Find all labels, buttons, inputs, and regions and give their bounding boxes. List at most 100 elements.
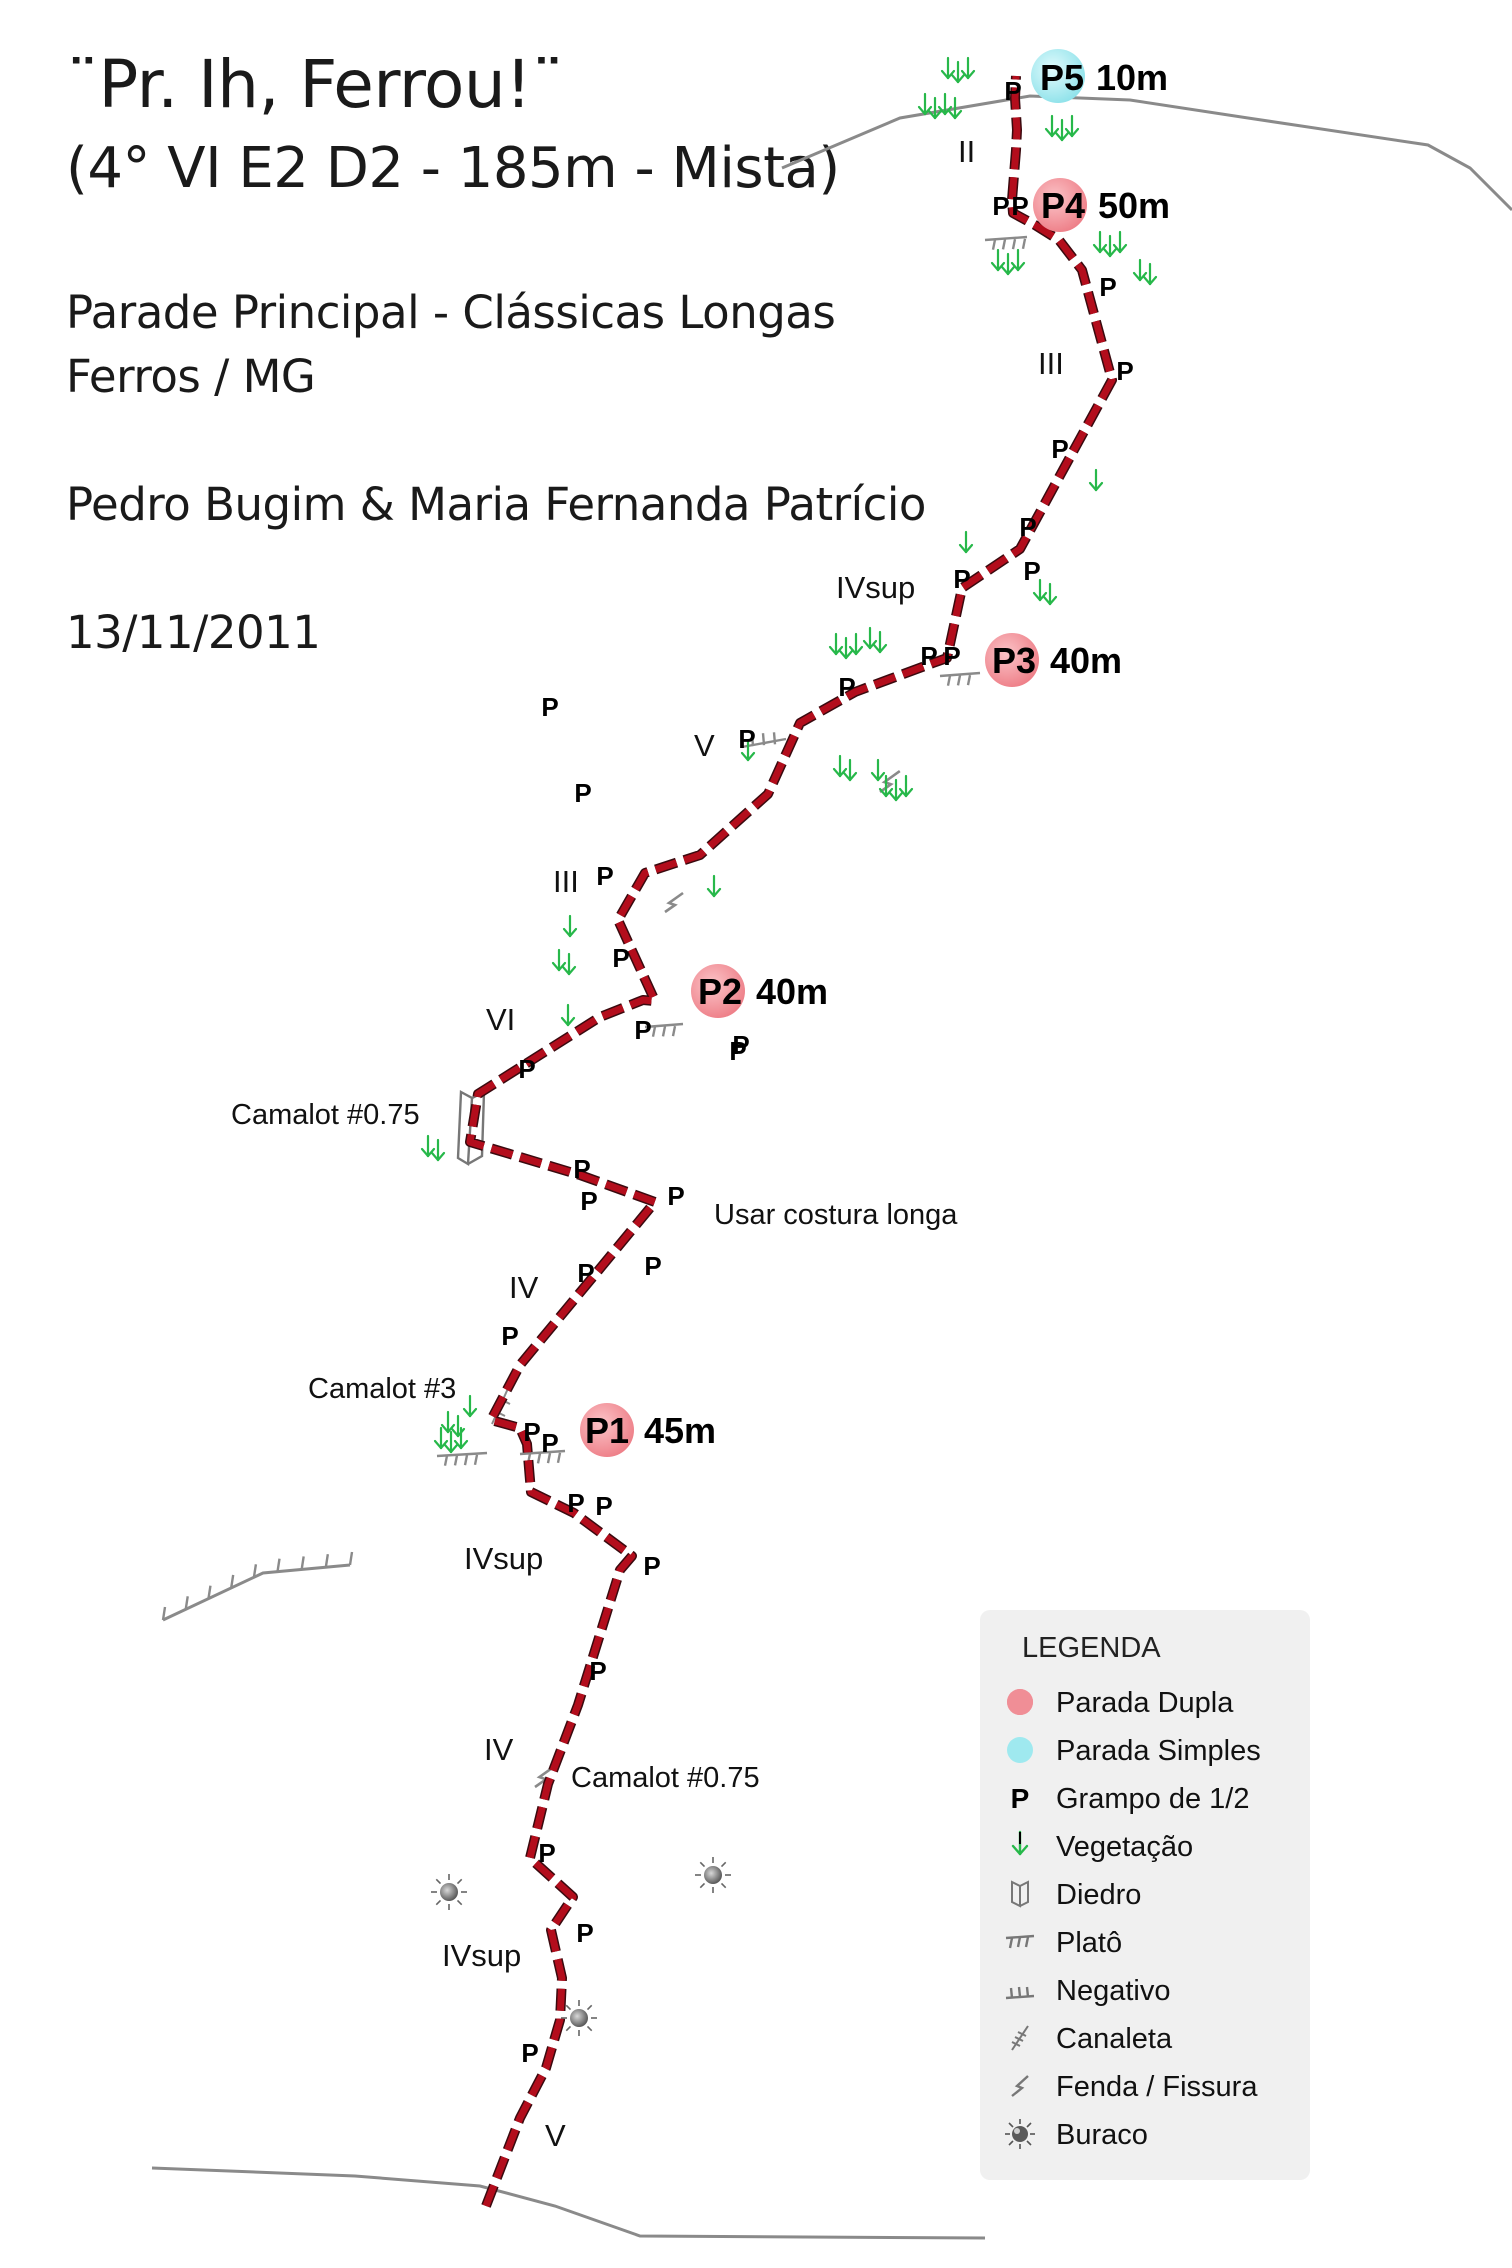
vegetation-icon	[878, 774, 914, 802]
note-camalot-075-lower: Camalot #0.75	[571, 1762, 760, 1794]
legend-label: Diedro	[1056, 1879, 1142, 1911]
bolt-icon: P	[729, 1036, 746, 1066]
bolt-icon: P	[1011, 191, 1028, 221]
hole-icon	[561, 2000, 597, 2036]
bolt-icon: P	[612, 943, 629, 973]
belay-length: 40m	[1050, 640, 1122, 681]
vegetation-icon	[551, 948, 577, 976]
legend-item-hole: Buraco	[980, 2114, 1310, 2154]
belay-p3: P3 40m	[985, 633, 1122, 687]
ledge-icon	[1005, 1934, 1035, 1949]
bolt-icon: P	[589, 1656, 606, 1686]
grade-label: V	[694, 728, 715, 763]
bolt-icon: P	[1099, 272, 1116, 302]
ledge-icon	[436, 1451, 488, 1466]
note-camalot-075-upper: Camalot #0.75	[231, 1099, 420, 1131]
legend-label: Parada Dupla	[1056, 1687, 1234, 1719]
belay-length: 10m	[1096, 57, 1168, 98]
bolt-icon: P	[643, 1551, 660, 1581]
terrain-line	[151, 2166, 986, 2240]
double-belay-marker	[580, 1403, 634, 1457]
legend-label: Fenda / Fissura	[1056, 2071, 1258, 2103]
legend-item-ledge: Platô	[980, 1922, 1310, 1962]
overhang-icon	[741, 732, 787, 749]
bolt-icon: P	[595, 1491, 612, 1521]
bolt-icon: P	[738, 724, 755, 754]
hole-icon	[695, 1857, 731, 1893]
bolt-icon: P	[1023, 556, 1040, 586]
route-notes: Camalot #0.75 Usar costura longa Camalot…	[231, 1099, 958, 1794]
bolt-icon: P	[943, 641, 960, 671]
vegetation-icon	[1044, 114, 1080, 142]
vegetation-icon	[420, 1134, 446, 1162]
legend-label: Vegetação	[1056, 1831, 1194, 1863]
bolt-icon: P	[1011, 1783, 1030, 1814]
vegetation-icon	[562, 914, 578, 938]
grade-label: IVsup	[464, 1541, 543, 1576]
legend-item-dihedral: Diedro	[980, 1874, 1310, 1914]
route-line	[465, 75, 1117, 2208]
legend-title: LEGENDA	[1022, 1632, 1161, 1664]
route-date: 13/11/2011	[66, 606, 321, 659]
crack-icon	[534, 1765, 556, 1789]
crack-icon	[664, 891, 684, 914]
ledge-icon	[519, 1449, 566, 1464]
belay-length: 50m	[1098, 185, 1170, 226]
bolt-icon: P	[574, 778, 591, 808]
svg-text:P: P	[1011, 1783, 1030, 1814]
location-wall: Parade Principal - Clássicas Longas	[66, 286, 836, 339]
ledge-icon	[644, 1022, 684, 1037]
bolt-icon: P	[596, 861, 613, 891]
bolt-icon: P	[920, 641, 937, 671]
dihedral-icon	[456, 1090, 486, 1167]
grade-label: III	[553, 864, 579, 899]
vegetation-icon	[1132, 258, 1158, 286]
double-belay-marker	[1033, 178, 1087, 232]
bolt-icon: P	[838, 672, 855, 702]
bolt-icon: P	[573, 1154, 590, 1184]
vegetation-icon	[870, 758, 886, 782]
overhang-feature	[161, 1551, 354, 1622]
belay-p2: P2 40m	[691, 964, 828, 1018]
bolt-icon: P	[667, 1181, 684, 1211]
legend-label: Grampo de 1/2	[1056, 1783, 1250, 1815]
vegetation-icon	[862, 626, 888, 654]
grade-label: IV	[484, 1732, 514, 1767]
vegetation-icon	[917, 92, 963, 120]
legend-label: Parada Simples	[1056, 1735, 1261, 1767]
terrain-line	[781, 94, 1512, 212]
overhang-icon	[1005, 1986, 1035, 2000]
grade-label: IVsup	[836, 570, 915, 605]
bolt-icon: P	[634, 1015, 651, 1045]
hole-icon	[1005, 2119, 1035, 2149]
vegetation-icon	[433, 1426, 469, 1454]
belay-id: P3	[992, 640, 1036, 681]
vegetation-icon	[560, 1003, 576, 1027]
belay-id: P4	[1041, 185, 1085, 226]
vegetation-icon	[1088, 468, 1104, 492]
vegetation-marks	[420, 56, 1158, 1454]
belay-id: P5	[1040, 57, 1084, 98]
terrain	[151, 94, 1512, 2240]
location-city: Ferros / MG	[66, 350, 316, 403]
bolt-icon: P	[1116, 356, 1133, 386]
vegetation-icon	[740, 738, 756, 762]
grade-label: V	[545, 2118, 566, 2153]
vegetation-icon	[1032, 578, 1058, 606]
legend-item-vegetation: Vegetação	[980, 1826, 1310, 1866]
legend-label: Buraco	[1056, 2119, 1148, 2151]
vegetation-icon	[1011, 1830, 1029, 1856]
belay-length: 45m	[644, 1410, 716, 1451]
bolt-icon: P	[538, 1838, 555, 1868]
bolt-icon: P	[732, 1030, 749, 1060]
legend-item-overhang: Negativo	[980, 1970, 1310, 2010]
vegetation-icon	[940, 56, 976, 84]
authors: Pedro Bugim & Maria Fernanda Patrício	[66, 478, 926, 531]
ledge-icon	[984, 235, 1028, 250]
hole-icon	[431, 1874, 467, 1910]
bolt-icon: P	[577, 1258, 594, 1288]
legend-item-double-belay: Parada Dupla	[980, 1682, 1310, 1722]
bolt-icon: P	[518, 1054, 535, 1084]
